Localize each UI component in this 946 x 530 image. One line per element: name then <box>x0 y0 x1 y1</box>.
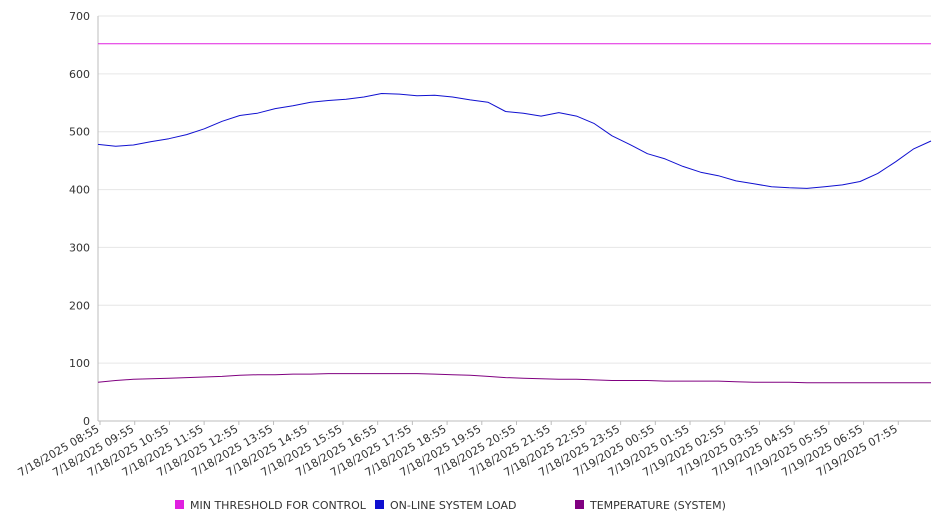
series-lines <box>97 43 932 384</box>
y-tick-label: 500 <box>69 126 90 139</box>
y-tick-label: 400 <box>69 184 90 197</box>
legend-label: ON-LINE SYSTEM LOAD <box>390 499 516 512</box>
legend-label: TEMPERATURE (SYSTEM) <box>589 499 726 512</box>
legend-swatch <box>575 500 584 509</box>
y-tick-label: 600 <box>69 68 90 81</box>
series-line-2 <box>97 373 931 384</box>
y-tick-label: 100 <box>69 357 90 370</box>
y-tick-label: 300 <box>69 241 90 254</box>
legend: MIN THRESHOLD FOR CONTROL ON-LINE SYSTEM … <box>175 499 726 512</box>
y-tick-label: 200 <box>69 299 90 312</box>
series-line-1 <box>97 93 932 189</box>
grid-lines <box>98 15 931 422</box>
legend-swatch <box>175 500 184 509</box>
legend-label: MIN THRESHOLD FOR CONTROL <box>190 499 367 512</box>
y-tick-label: 700 <box>69 10 90 23</box>
y-tick-label: 0 <box>83 415 90 428</box>
legend-swatch <box>375 500 384 509</box>
